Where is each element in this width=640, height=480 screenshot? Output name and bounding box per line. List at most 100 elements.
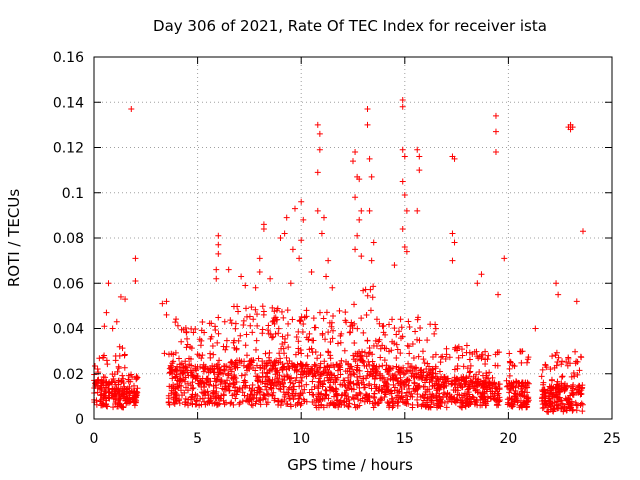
dense-scatter-bands (91, 283, 586, 416)
data-point (569, 407, 576, 414)
data-point (549, 408, 556, 415)
data-point (284, 332, 291, 339)
data-point (366, 207, 373, 214)
data-point (264, 390, 271, 397)
data-point (267, 275, 274, 282)
data-point (373, 343, 380, 350)
data-point (248, 304, 255, 311)
data-point (232, 387, 239, 394)
data-point (288, 374, 295, 381)
data-point (397, 350, 404, 357)
data-point (492, 149, 499, 156)
data-point (327, 387, 334, 394)
data-point (242, 282, 249, 289)
data-point (256, 255, 263, 262)
data-point (298, 362, 305, 369)
data-point (225, 371, 232, 378)
data-point (553, 349, 560, 356)
data-point (356, 373, 363, 380)
scatter-band (464, 348, 503, 409)
data-point (285, 344, 292, 351)
data-point (247, 361, 254, 368)
data-point (225, 266, 232, 273)
data-point (353, 366, 360, 373)
data-point (469, 351, 476, 358)
data-point (481, 394, 488, 401)
data-point (429, 391, 436, 398)
data-point (178, 326, 185, 333)
data-point (405, 360, 412, 367)
data-point (319, 380, 326, 387)
data-point (298, 313, 305, 320)
data-point (337, 366, 344, 373)
data-point (549, 353, 556, 360)
data-point (218, 395, 225, 402)
data-point (227, 400, 234, 407)
data-point (291, 383, 298, 390)
data-point (478, 355, 485, 362)
data-point (346, 329, 353, 336)
data-point (414, 391, 421, 398)
data-point (280, 383, 287, 390)
data-point (184, 380, 191, 387)
data-point (337, 339, 344, 346)
data-point (540, 404, 547, 411)
data-point (213, 266, 220, 273)
data-point (403, 400, 410, 407)
y-tick-label: 0.06 (53, 276, 84, 292)
data-point (373, 385, 380, 392)
data-point (161, 350, 168, 357)
data-point (403, 207, 410, 214)
data-point (449, 230, 456, 237)
data-point (336, 307, 343, 314)
data-point (316, 309, 323, 316)
data-point (239, 398, 246, 405)
data-point (479, 372, 486, 379)
data-point (393, 354, 400, 361)
data-point (381, 382, 388, 389)
data-point (410, 354, 417, 361)
data-point (563, 358, 570, 365)
data-point (506, 394, 513, 401)
data-point (274, 316, 281, 323)
data-point (98, 386, 105, 393)
data-point (329, 284, 336, 291)
data-point (99, 379, 106, 386)
data-point (571, 373, 578, 380)
data-point (298, 377, 305, 384)
data-point (184, 364, 191, 371)
data-point (208, 333, 215, 340)
data-point (473, 396, 480, 403)
data-point (128, 106, 135, 113)
data-point (360, 359, 367, 366)
data-point (184, 369, 191, 376)
data-point (371, 390, 378, 397)
data-point (570, 406, 577, 413)
data-point (131, 388, 138, 395)
data-point (230, 339, 237, 346)
data-point (366, 345, 373, 352)
data-point (574, 402, 581, 409)
x-tick-label: 5 (193, 431, 202, 447)
data-point (438, 396, 445, 403)
data-point (326, 364, 333, 371)
data-point (316, 146, 323, 153)
data-point (396, 369, 403, 376)
data-point (129, 374, 136, 381)
data-point (579, 401, 586, 408)
data-point (426, 371, 433, 378)
data-point (299, 328, 306, 335)
data-point (409, 404, 416, 411)
data-point (110, 404, 117, 411)
data-point (257, 379, 264, 386)
data-point (543, 364, 550, 371)
data-point (234, 303, 241, 310)
data-point (364, 292, 371, 299)
data-point (443, 351, 450, 358)
data-point (501, 255, 508, 262)
data-point (309, 398, 316, 405)
data-point (262, 378, 269, 385)
data-point (414, 402, 421, 409)
data-point (578, 354, 585, 361)
data-point (491, 380, 498, 387)
